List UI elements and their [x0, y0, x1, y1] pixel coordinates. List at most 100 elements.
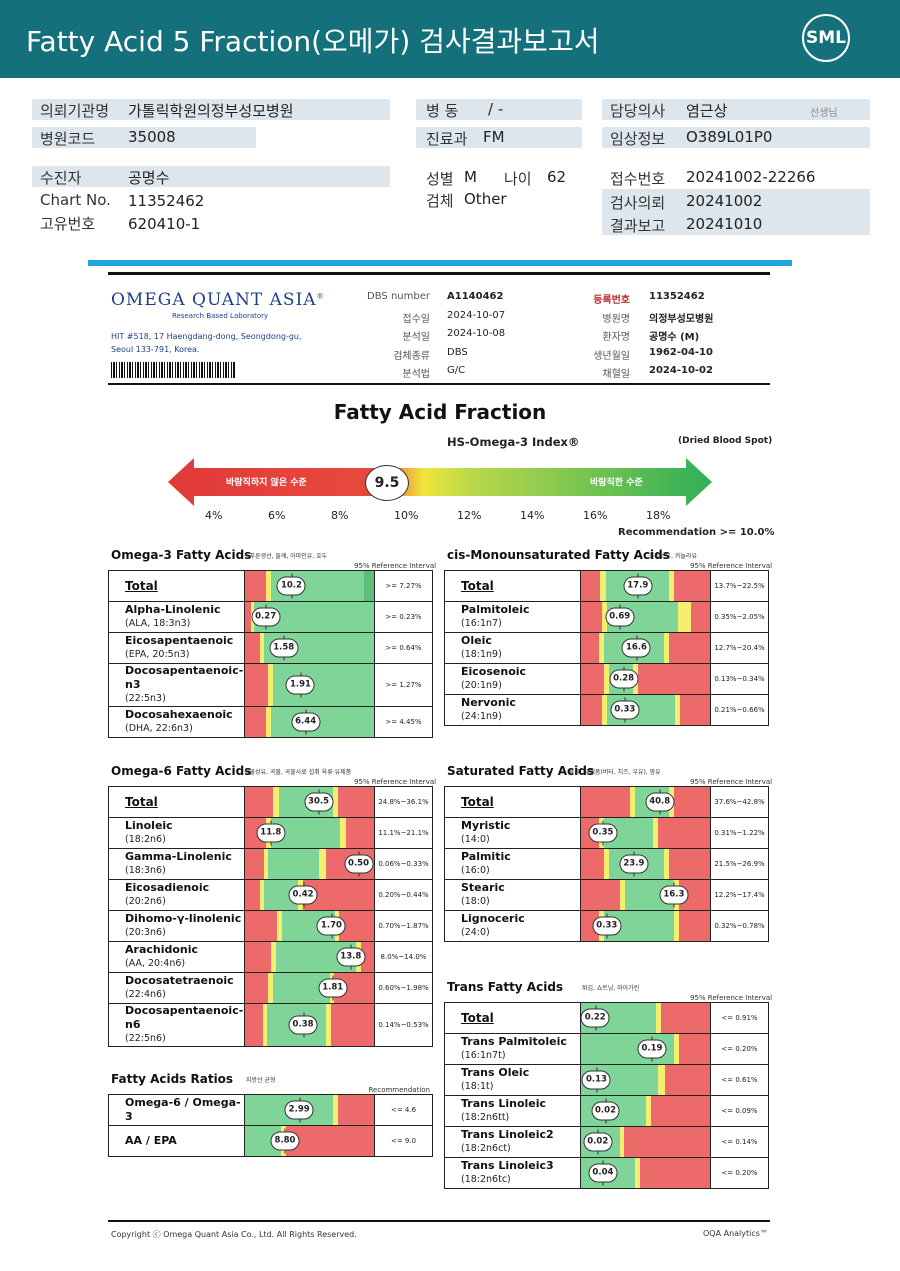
table-row: Gamma-Linolenic (18:3n6) 0.50 0.06%~0.33% — [108, 848, 433, 880]
acid-name: Docosapentaenoic-n3 (22:5n3) — [108, 663, 245, 707]
level-bar: 0.50 — [244, 848, 375, 880]
level-bar: 10.2 — [244, 570, 375, 602]
acid-name: Lignoceric (24:0) — [444, 910, 581, 942]
acid-name: Arachidonic (AA, 20:4n6) — [108, 941, 245, 973]
acid-formula: (16:0) — [461, 865, 490, 876]
bar-segment — [581, 695, 602, 725]
index-note: (Dried Blood Spot) — [678, 436, 773, 446]
fatty-acid-table-omega6: Total 30.5 24.8%~36.1% Linoleic (18:2n6) … — [108, 786, 433, 1047]
table-row: Eicosenoic (20:1n9) 0.28 0.13%~0.34% — [444, 663, 769, 695]
info-pill — [416, 99, 582, 120]
value-bubble: 40.8 — [645, 789, 675, 815]
chart-no-value: 11352462 — [128, 192, 205, 210]
doctor-suffix: 선생님 — [810, 108, 838, 119]
bar-segment — [660, 1003, 710, 1033]
value-bubble: 0.02 — [583, 1129, 613, 1155]
bar-segment — [245, 571, 266, 601]
receipt-no-value: 20241002-22266 — [686, 168, 816, 186]
bar-segment — [270, 707, 374, 737]
info-pill — [416, 127, 582, 148]
acid-name: Stearic (18:0) — [444, 879, 581, 911]
acid-name: Trans Linoleic3 (18:2n6tc) — [444, 1157, 581, 1189]
value-bubble: 16.3 — [659, 882, 689, 908]
fatty-acid-table-trans: Total 0.22 <= 0.91% Trans Palmitoleic (16… — [444, 1002, 769, 1189]
bar-segment — [673, 1034, 680, 1064]
bar-segment — [260, 880, 265, 910]
bar-segment — [268, 664, 274, 706]
reference-interval-header: 95% Reference Interval — [690, 994, 773, 1002]
level-bar: 2.99 — [244, 1094, 375, 1126]
report-field-value: 2024-10-02 — [649, 365, 713, 376]
acid-formula: (18:2n6tt) — [461, 1112, 510, 1123]
bar-segment — [623, 1127, 710, 1157]
bar-segment — [675, 695, 681, 725]
value-bubble: 23.9 — [619, 851, 649, 877]
bar-segment — [245, 633, 261, 663]
level-bar: 0.33 — [580, 694, 711, 726]
bar-segment — [363, 571, 374, 601]
reference-value: >= 0.64% — [374, 632, 433, 664]
bar-segment — [581, 602, 602, 632]
acid-name-text: Eicosapentaenoic — [125, 634, 234, 647]
acid-name-text: Total — [461, 795, 494, 809]
acid-formula: (18:1n9) — [461, 649, 502, 660]
table-row: Alpha-Linolenic (ALA, 18:3n3) 0.27 >= 0.2… — [108, 601, 433, 633]
level-bar: 17.9 — [580, 570, 711, 602]
bar-segment — [599, 633, 605, 663]
level-bar: 23.9 — [580, 848, 711, 880]
acid-name: Alpha-Linolenic (ALA, 18:3n3) — [108, 601, 245, 633]
table-row: Total 0.22 <= 0.91% — [444, 1002, 769, 1034]
section-subtitle-trans: 튀김, 쇼트닝, 마아가린 — [582, 985, 640, 992]
clinical-value: O389L01P0 — [686, 128, 773, 146]
bar-segment — [673, 911, 680, 941]
acid-name: Total — [444, 570, 581, 602]
value-bubble: 0.02 — [591, 1098, 620, 1124]
acid-name-text: Docosatetraenoic — [125, 974, 234, 987]
bar-segment — [581, 880, 620, 910]
level-bar: 0.27 — [244, 601, 375, 633]
table-row: Trans Linoleic (18:2n6tt) 0.02 <= 0.09% — [444, 1095, 769, 1127]
clinical-label: 임상정보 — [610, 130, 666, 148]
acid-name: Eicosadienoic (20:2n6) — [108, 879, 245, 911]
acid-formula: (18:2n6) — [125, 834, 166, 845]
report-field-value: 공명수 (M) — [649, 332, 700, 343]
bar-segment — [637, 664, 710, 694]
acid-name-text: Gamma-Linolenic — [125, 850, 232, 863]
reference-value: 0.20%~0.44% — [374, 879, 433, 911]
bar-segment — [337, 787, 374, 817]
institution-value: 가톨릭학원의정부성모병원 — [128, 102, 294, 120]
bar-segment — [653, 818, 659, 848]
acid-name: Palmitic (16:0) — [444, 848, 581, 880]
bar-segment — [332, 787, 338, 817]
bar-segment — [664, 1065, 710, 1095]
acid-formula: (24:0) — [461, 927, 490, 938]
institution-label: 의뢰기관명 — [40, 102, 110, 120]
section-subtitle-saturated: 육류, 유제품(버터, 치즈, 우유), 팜유 — [569, 769, 661, 776]
bar-segment — [619, 1127, 624, 1157]
reference-value: <= 0.09% — [710, 1095, 769, 1127]
bar-segment — [337, 1095, 374, 1125]
footer-rule — [108, 1220, 770, 1222]
result-date-label: 결과보고 — [610, 217, 666, 235]
bar-segment — [245, 1004, 264, 1046]
copyright: Copyright ⓒ Omega Quant Asia Co., Ltd. A… — [111, 1230, 357, 1239]
reference-value: >= 4.45% — [374, 706, 433, 738]
value-bubble: 30.5 — [304, 789, 334, 815]
value-bubble: 0.28 — [609, 666, 639, 692]
report-field-label: 등록번호 — [593, 295, 630, 306]
value-bubble: 1.58 — [269, 635, 299, 661]
level-bar: 0.22 — [580, 1002, 711, 1034]
acid-name: Dihomo-γ-linolenic (20:3n6) — [108, 910, 245, 942]
level-bar: 1.91 — [244, 663, 375, 707]
section-title-ratios: Fatty Acids Ratios — [111, 1072, 234, 1086]
level-bar: 8.80 — [244, 1125, 375, 1157]
reference-value: <= 0.20% — [710, 1157, 769, 1189]
sex-label: 성별 — [426, 170, 454, 188]
table-row: Docosapentaenoic-n6 (22:5n6) 0.38 0.14%~0… — [108, 1003, 433, 1047]
report-field-value: 의정부성모병원 — [649, 313, 714, 325]
index-tick-label: 6% — [268, 509, 286, 522]
acid-name-text: AA / EPA — [125, 1134, 177, 1147]
bar-segment — [245, 602, 252, 632]
bar-segment — [263, 1004, 267, 1046]
reference-value: 21.5%~26.9% — [710, 848, 769, 880]
